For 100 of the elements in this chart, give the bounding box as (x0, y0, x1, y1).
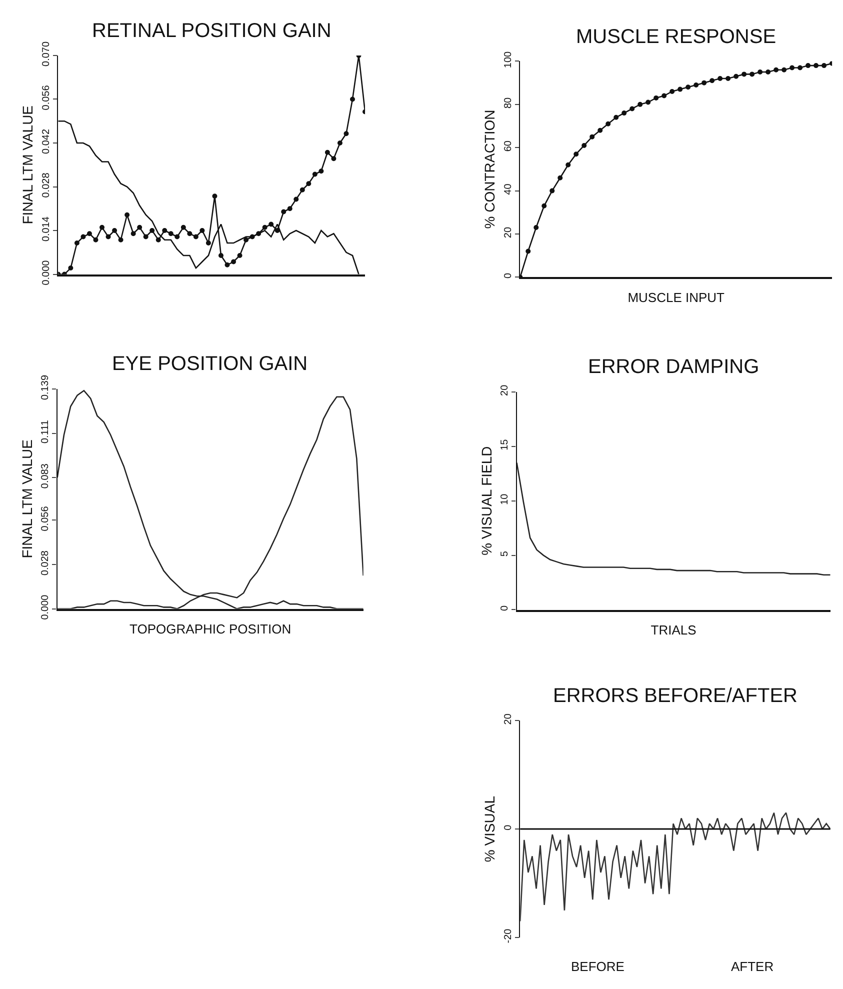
text: BEFORE (571, 959, 625, 974)
point (262, 224, 268, 230)
y-tick-label: 0.000 (41, 260, 52, 286)
point (287, 206, 292, 212)
y-tick-label: 40 (503, 183, 514, 195)
point (281, 209, 286, 214)
point (350, 96, 355, 102)
point (670, 88, 675, 94)
y-tick-label: 0.111 (40, 420, 52, 444)
point (237, 253, 242, 258)
text: AFTER (731, 959, 774, 974)
y-tick-label: 5 (500, 550, 511, 557)
point (118, 237, 124, 242)
point (654, 95, 659, 100)
point (93, 237, 98, 242)
point (150, 228, 155, 234)
chart-title: ERRORS BEFORE/AFTER (553, 685, 798, 707)
point (702, 80, 707, 86)
y-tick-label: 0 (503, 272, 514, 278)
point (168, 231, 174, 236)
point (124, 212, 130, 218)
y-tick-label: 0.000 (40, 594, 52, 620)
point (590, 134, 595, 140)
point (622, 110, 627, 116)
point (86, 231, 92, 236)
y-tick-label: 20 (503, 713, 514, 725)
point (162, 228, 168, 234)
point (774, 67, 779, 72)
y-tick-label: 0.083 (40, 463, 52, 489)
point (294, 196, 299, 202)
point (822, 63, 827, 68)
y-tick-label: 60 (503, 140, 514, 152)
point (646, 100, 651, 105)
x-axis-title: TOPOGRAPHIC POSITION (130, 622, 292, 637)
point (218, 253, 224, 258)
chart-title: MUSCLE RESPONSE (576, 26, 776, 48)
point (750, 72, 755, 77)
point (112, 228, 118, 234)
point (726, 76, 731, 82)
point (74, 240, 80, 246)
point (137, 224, 142, 230)
x-axis-title: MUSCLE INPUT (628, 290, 725, 306)
y-axis-title: % CONTRACTION (482, 110, 498, 229)
y-axis-title: % VISUAL (482, 796, 498, 862)
point (300, 187, 305, 192)
point (206, 240, 211, 246)
point (542, 203, 547, 208)
point (344, 131, 349, 136)
y-axis-title: FINAL LTM VALUE (20, 105, 36, 224)
point (80, 234, 86, 240)
point (324, 150, 330, 155)
point (710, 78, 715, 84)
point (638, 102, 643, 107)
point (268, 222, 274, 227)
point (558, 175, 563, 180)
point (686, 84, 691, 90)
point (790, 65, 795, 70)
y-tick-label: 100 (503, 50, 514, 68)
point (598, 128, 603, 133)
x-axis-title: TRIALS (650, 622, 697, 638)
point (318, 168, 324, 174)
y-tick-label: 0.028 (41, 172, 52, 198)
point (766, 70, 771, 75)
point (574, 152, 579, 157)
point (742, 72, 747, 77)
point (224, 262, 230, 268)
point (678, 86, 683, 92)
point (606, 121, 611, 126)
y-tick-label: 80 (503, 96, 514, 108)
y-tick-label: 20 (500, 384, 511, 396)
y-tick-label: 0.070 (41, 41, 52, 66)
point (814, 63, 819, 68)
point (798, 65, 803, 70)
chart-title: RETINAL POSITION GAIN (92, 20, 332, 42)
y-tick-label: 20 (503, 226, 514, 238)
point (662, 93, 667, 98)
y-tick-label: 10 (500, 493, 511, 505)
point (566, 162, 571, 168)
point (526, 248, 531, 254)
point (582, 142, 587, 148)
point (312, 172, 318, 177)
line-series (520, 812, 830, 922)
chart-title: ERROR DAMPING (588, 356, 760, 378)
point (630, 106, 635, 112)
point (734, 74, 739, 79)
point (187, 231, 192, 236)
y-tick-label: 0.028 (40, 550, 52, 576)
point (614, 114, 619, 120)
point (156, 237, 161, 242)
point (231, 259, 236, 264)
chart-title: EYE POSITION GAIN (112, 353, 308, 375)
point (212, 194, 218, 199)
y-tick-label: 0 (503, 824, 514, 830)
y-tick-label: -20 (503, 928, 514, 944)
y-tick-label: 0 (500, 605, 511, 612)
point (694, 82, 699, 88)
point (200, 228, 205, 234)
point (174, 234, 180, 240)
y-tick-label: 0.056 (41, 84, 52, 110)
point (337, 140, 342, 146)
